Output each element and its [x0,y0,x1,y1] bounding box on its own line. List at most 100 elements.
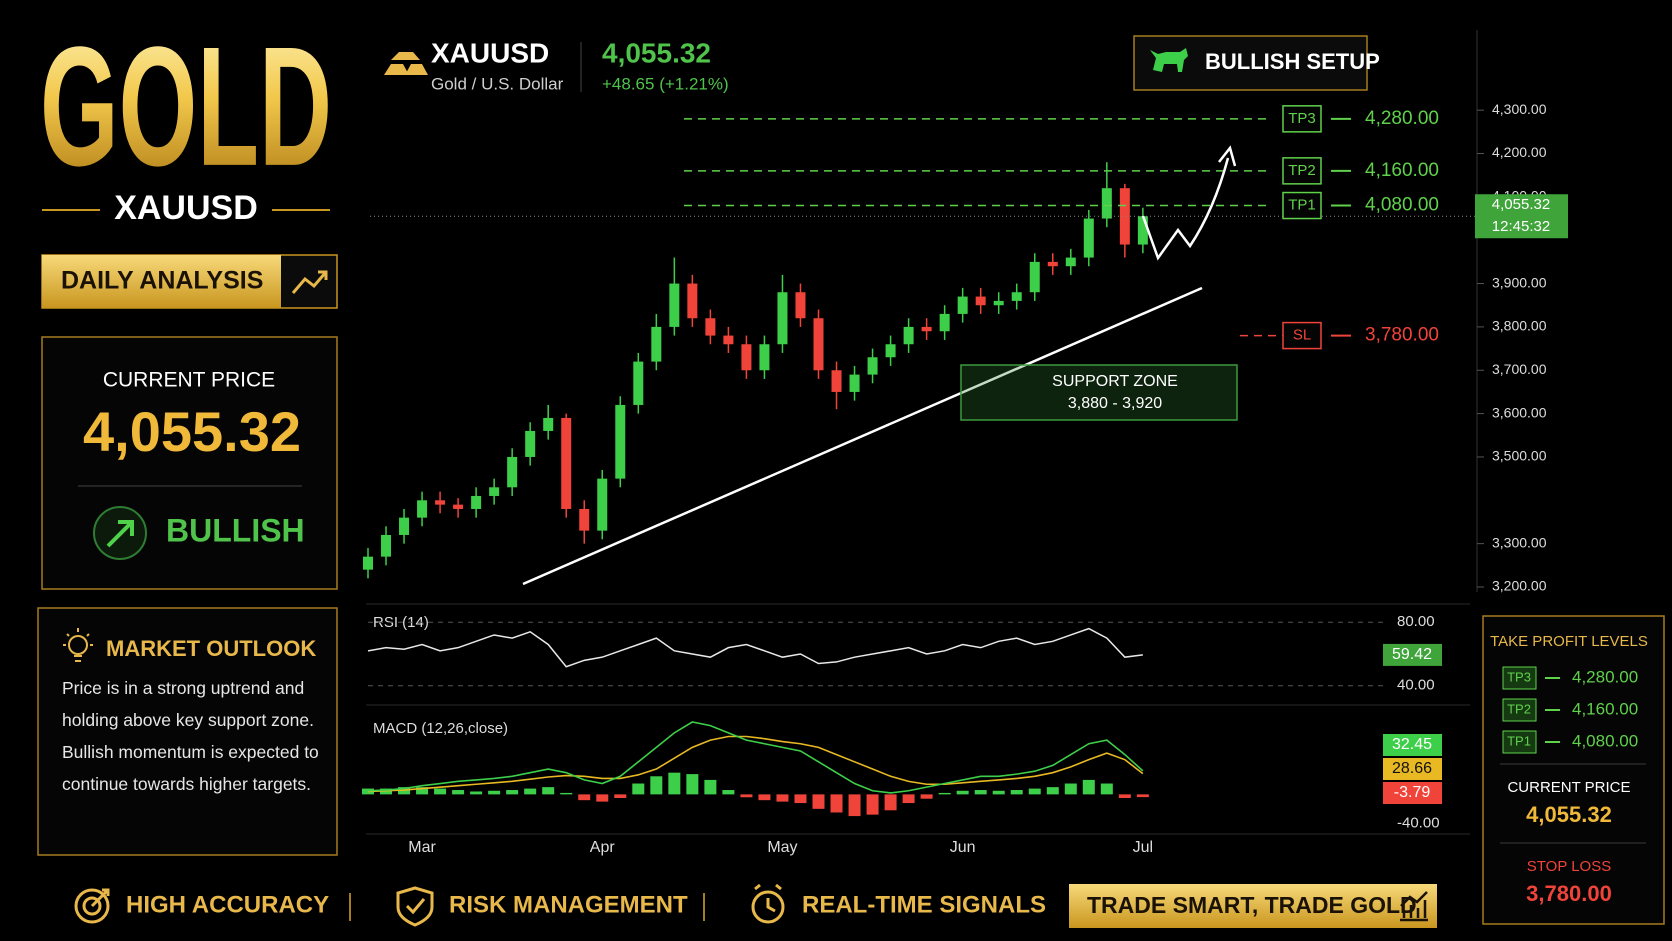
candle-body [525,430,536,457]
histogram-bar [776,794,789,802]
cta-label[interactable]: TRADE SMART, TRADE GOLD [1087,892,1417,918]
support-zone [960,364,1238,421]
level-name: TP3 [1288,110,1316,127]
value-tag-label: -3.79 [1394,784,1431,801]
gold-bars-icon [384,52,428,75]
candle-body [471,495,482,509]
y-tick-label: 40.00 [1397,677,1435,694]
card-price: 4,055.32 [83,400,301,463]
y-tick-label: 4,300.00 [1492,101,1547,117]
candle-body [507,456,518,488]
candle-body [1119,188,1130,245]
candle-body [1011,292,1022,301]
candle-body [741,344,752,371]
trend-icon [318,270,328,280]
histogram-bar [938,792,951,795]
header-name: Gold / U.S. Dollar [431,74,564,93]
last-price-label: 4,055.32 [1492,196,1550,213]
level-tag [1282,105,1322,133]
side-level-price: 4,160.00 [1572,699,1638,718]
level-price: 3,780.00 [1365,325,1439,346]
side-level-price: 4,280.00 [1572,667,1638,686]
candle-body [453,504,464,509]
side-level-name: TP3 [1507,669,1531,684]
candle-body [831,370,842,392]
side-stop-label: STOP LOSS [1527,858,1612,875]
histogram-bar [866,794,879,815]
candle-body [723,335,734,345]
histogram-bar [632,783,645,795]
side-current-label: CURRENT PRICE [1507,779,1630,796]
support-label: SUPPORT ZONE [1052,373,1178,390]
level-name: TP2 [1288,162,1316,179]
histogram-bar [1136,794,1149,798]
candle-body [885,344,896,358]
clock-icon [751,883,785,924]
rsi-line [367,627,1143,668]
histogram-bar [794,794,807,804]
candle-body [957,296,968,314]
candle-body [921,326,932,332]
brand-symbol: XAUUSD [114,189,258,227]
histogram-bar [1118,794,1131,798]
y-tick-label: 3,300.00 [1492,534,1547,550]
y-tick-label: -40.00 [1397,814,1440,831]
candle-body [651,326,662,362]
candle-body [849,374,860,392]
x-tick-label: Jun [950,839,976,856]
value-tag-label: 59.42 [1392,646,1432,663]
badge [42,255,281,308]
y-tick-label: 3,800.00 [1492,318,1547,334]
cta-button[interactable] [1069,884,1437,928]
candle-body [1101,188,1112,219]
candle-body [993,300,1004,306]
value-tag-label: 28.66 [1392,760,1432,777]
candle-body [543,417,554,431]
footer-item: REAL-TIME SIGNALS [802,891,1046,918]
candle-body [1047,261,1058,267]
histogram-bar [812,794,825,809]
histogram-bar [1082,779,1095,795]
setup-label: BULLISH SETUP [1205,49,1380,74]
histogram-bar [506,790,519,795]
histogram-bar [434,788,447,795]
candle-body [1029,261,1040,293]
candle-body [615,404,626,479]
candle-body [417,500,428,518]
footer-item: HIGH ACCURACY [126,891,329,918]
trend-arrow [106,520,134,548]
candle-body [813,318,824,371]
histogram-bar [1010,790,1023,795]
footer-item: RISK MANAGEMENT [449,891,688,918]
x-tick-label: May [767,839,797,856]
histogram-bar [902,794,915,804]
macd-line [367,721,1144,794]
histogram-bar [452,790,465,795]
candle-body [489,487,500,496]
outlook-card [37,607,338,856]
side-level-tag [1502,698,1537,722]
value-tag [1383,758,1442,780]
level-price: 4,080.00 [1365,195,1439,216]
histogram-bar [1100,783,1113,795]
histogram-bar [920,794,933,799]
value-tag [1383,643,1442,666]
side-level-tag [1502,666,1537,690]
histogram-bar [740,794,753,798]
histogram-bar [686,774,699,795]
header-symbol: XAUUSD [431,37,549,68]
candle-body [975,296,986,306]
shield-icon [396,886,434,927]
y-tick-label: 3,900.00 [1492,274,1547,290]
y-tick-label: 3,500.00 [1492,448,1547,464]
histogram-bar [956,790,969,795]
value-tag [1383,782,1442,804]
histogram-bar [560,792,573,795]
candle-body [777,292,788,345]
histogram-bar [524,788,537,795]
trendline [522,286,1203,586]
header-change: +48.65 (+1.21%) [602,74,729,93]
histogram-bar [578,794,591,801]
side-level-name: TP2 [1507,701,1531,716]
